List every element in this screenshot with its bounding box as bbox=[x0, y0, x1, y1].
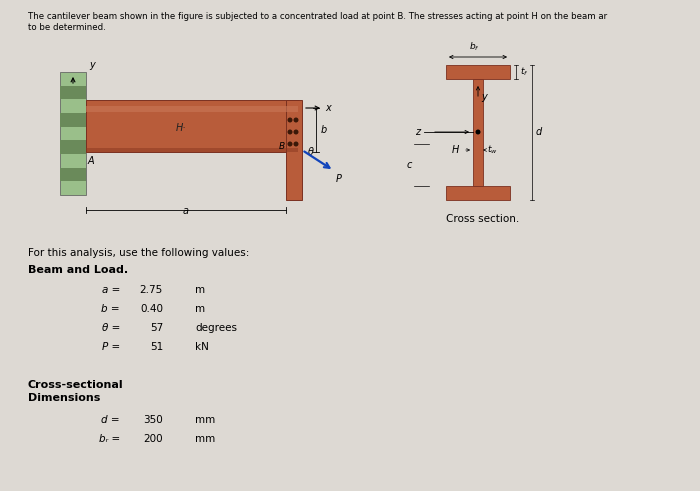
Text: 200: 200 bbox=[144, 434, 163, 444]
Bar bbox=[473, 79, 483, 186]
Text: a =: a = bbox=[102, 285, 120, 295]
Text: $t_w$: $t_w$ bbox=[487, 144, 498, 156]
Text: kN: kN bbox=[195, 342, 209, 352]
Text: $t_f$: $t_f$ bbox=[520, 66, 528, 78]
Bar bbox=[286, 100, 302, 200]
Text: B: B bbox=[279, 141, 285, 151]
Text: H: H bbox=[452, 145, 459, 155]
Text: 51: 51 bbox=[150, 342, 163, 352]
Bar bbox=[86, 106, 298, 112]
Text: d: d bbox=[536, 127, 542, 137]
Text: mm: mm bbox=[195, 415, 216, 425]
Text: m: m bbox=[195, 285, 205, 295]
Text: A: A bbox=[88, 156, 95, 166]
Circle shape bbox=[293, 130, 298, 135]
Text: mm: mm bbox=[195, 434, 216, 444]
Text: Cross-sectional: Cross-sectional bbox=[28, 380, 124, 390]
Text: θ =: θ = bbox=[102, 323, 120, 333]
Circle shape bbox=[288, 117, 293, 122]
Text: 57: 57 bbox=[150, 323, 163, 333]
Bar bbox=[86, 148, 298, 152]
Text: For this analysis, use the following values:: For this analysis, use the following val… bbox=[28, 248, 249, 258]
Text: degrees: degrees bbox=[195, 323, 237, 333]
Text: P: P bbox=[336, 174, 342, 184]
Bar bbox=[60, 113, 86, 127]
Text: b =: b = bbox=[102, 304, 120, 314]
Text: $b_f$: $b_f$ bbox=[468, 40, 480, 53]
Text: a: a bbox=[183, 206, 189, 216]
Text: Beam and Load.: Beam and Load. bbox=[28, 265, 128, 275]
Text: y: y bbox=[481, 92, 486, 102]
Text: b: b bbox=[321, 125, 328, 135]
Text: c: c bbox=[407, 160, 412, 170]
Bar bbox=[60, 167, 86, 181]
Text: z: z bbox=[415, 127, 420, 137]
Text: θ: θ bbox=[308, 147, 314, 157]
Bar bbox=[446, 65, 510, 79]
Circle shape bbox=[288, 141, 293, 146]
Text: P =: P = bbox=[102, 342, 120, 352]
Text: to be determined.: to be determined. bbox=[28, 23, 106, 32]
Text: The cantilever beam shown in the figure is subjected to a concentrated load at p: The cantilever beam shown in the figure … bbox=[28, 12, 607, 21]
Text: y: y bbox=[89, 60, 95, 70]
Text: 2.75: 2.75 bbox=[140, 285, 163, 295]
Bar bbox=[86, 100, 298, 152]
Text: H·: H· bbox=[176, 123, 186, 133]
Bar bbox=[60, 72, 86, 195]
Text: 0.40: 0.40 bbox=[140, 304, 163, 314]
Text: d =: d = bbox=[102, 415, 120, 425]
Circle shape bbox=[293, 141, 298, 146]
Text: bᵣ =: bᵣ = bbox=[99, 434, 120, 444]
Circle shape bbox=[293, 117, 298, 122]
Text: Dimensions: Dimensions bbox=[28, 393, 100, 403]
Bar bbox=[446, 186, 510, 200]
Circle shape bbox=[288, 130, 293, 135]
Circle shape bbox=[475, 130, 480, 135]
Text: x: x bbox=[325, 103, 330, 113]
Bar bbox=[60, 140, 86, 154]
Text: Cross section.: Cross section. bbox=[446, 214, 519, 224]
Text: m: m bbox=[195, 304, 205, 314]
Text: 350: 350 bbox=[144, 415, 163, 425]
Bar bbox=[60, 85, 86, 99]
